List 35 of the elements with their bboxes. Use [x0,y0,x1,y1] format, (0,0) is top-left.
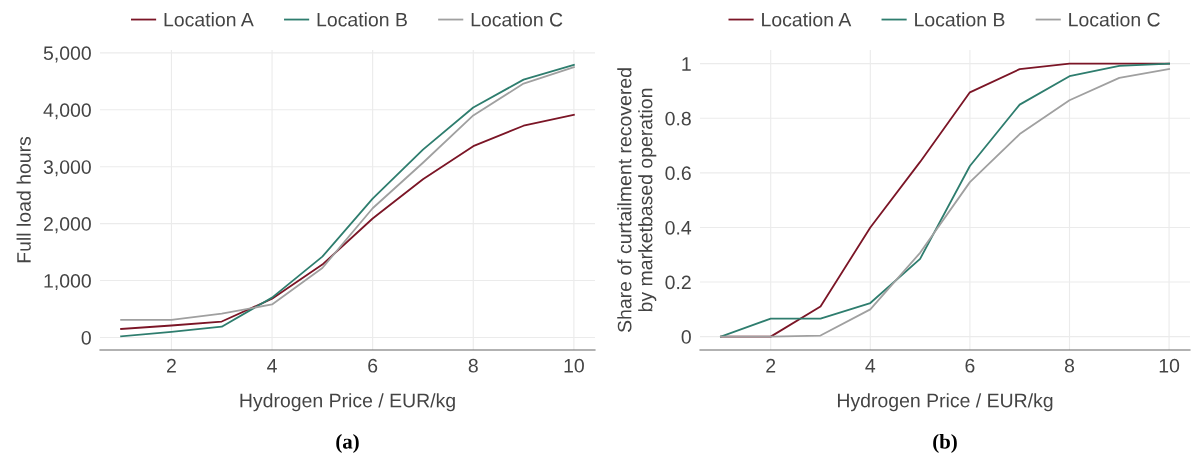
y-tick-label: 1 [682,57,691,71]
x-tick-label: 6 [965,358,975,373]
x-tick-label: 10 [564,358,584,373]
legend-label: Location A [164,12,254,27]
y-tick-label: 0.6 [665,166,691,181]
x-tick-label: 8 [1064,358,1075,373]
y-axis-title: Full load hours [16,136,31,263]
x-tick-label: 10 [1159,358,1180,373]
y-tick-label: 1,000 [44,274,91,291]
text: (a) [336,434,359,453]
x-tick-label: 8 [468,358,478,373]
x-tick-label: 2 [766,358,776,373]
line-series [120,113,575,330]
x-axis-title: Hydrogen Price / EUR/kg [837,393,1053,412]
y-tick-label: 0.2 [665,275,691,290]
y-tick-label: 2,000 [43,217,91,234]
x-axis-title: Hydrogen Price / EUR/kg [240,393,455,412]
legend-label: Location B [915,12,1005,27]
x-tick-label: 4 [865,359,876,373]
y-tick-label: 0.4 [665,220,692,235]
y-axis-title: Share of curtailment recovered by marketbased operation [617,68,657,333]
legend-label: Location B [317,12,407,27]
y-tick-label: 4,000 [43,103,91,120]
x-tick-label: 4 [267,359,277,373]
legend-label: Location C [1069,12,1160,27]
y-tick-label: 0 [81,330,91,345]
x-tick-label: 2 [167,358,176,373]
y-tick-label: 3,000 [43,160,91,177]
text: (b) [933,434,957,453]
legend-label: Location C [471,12,563,27]
x-tick-label: 6 [368,358,378,373]
y-tick-label: 0.8 [665,111,691,126]
y-tick-label: 5,000 [43,46,91,63]
legend-label: Location A [762,12,852,27]
y-tick-label: 0 [681,330,691,344]
